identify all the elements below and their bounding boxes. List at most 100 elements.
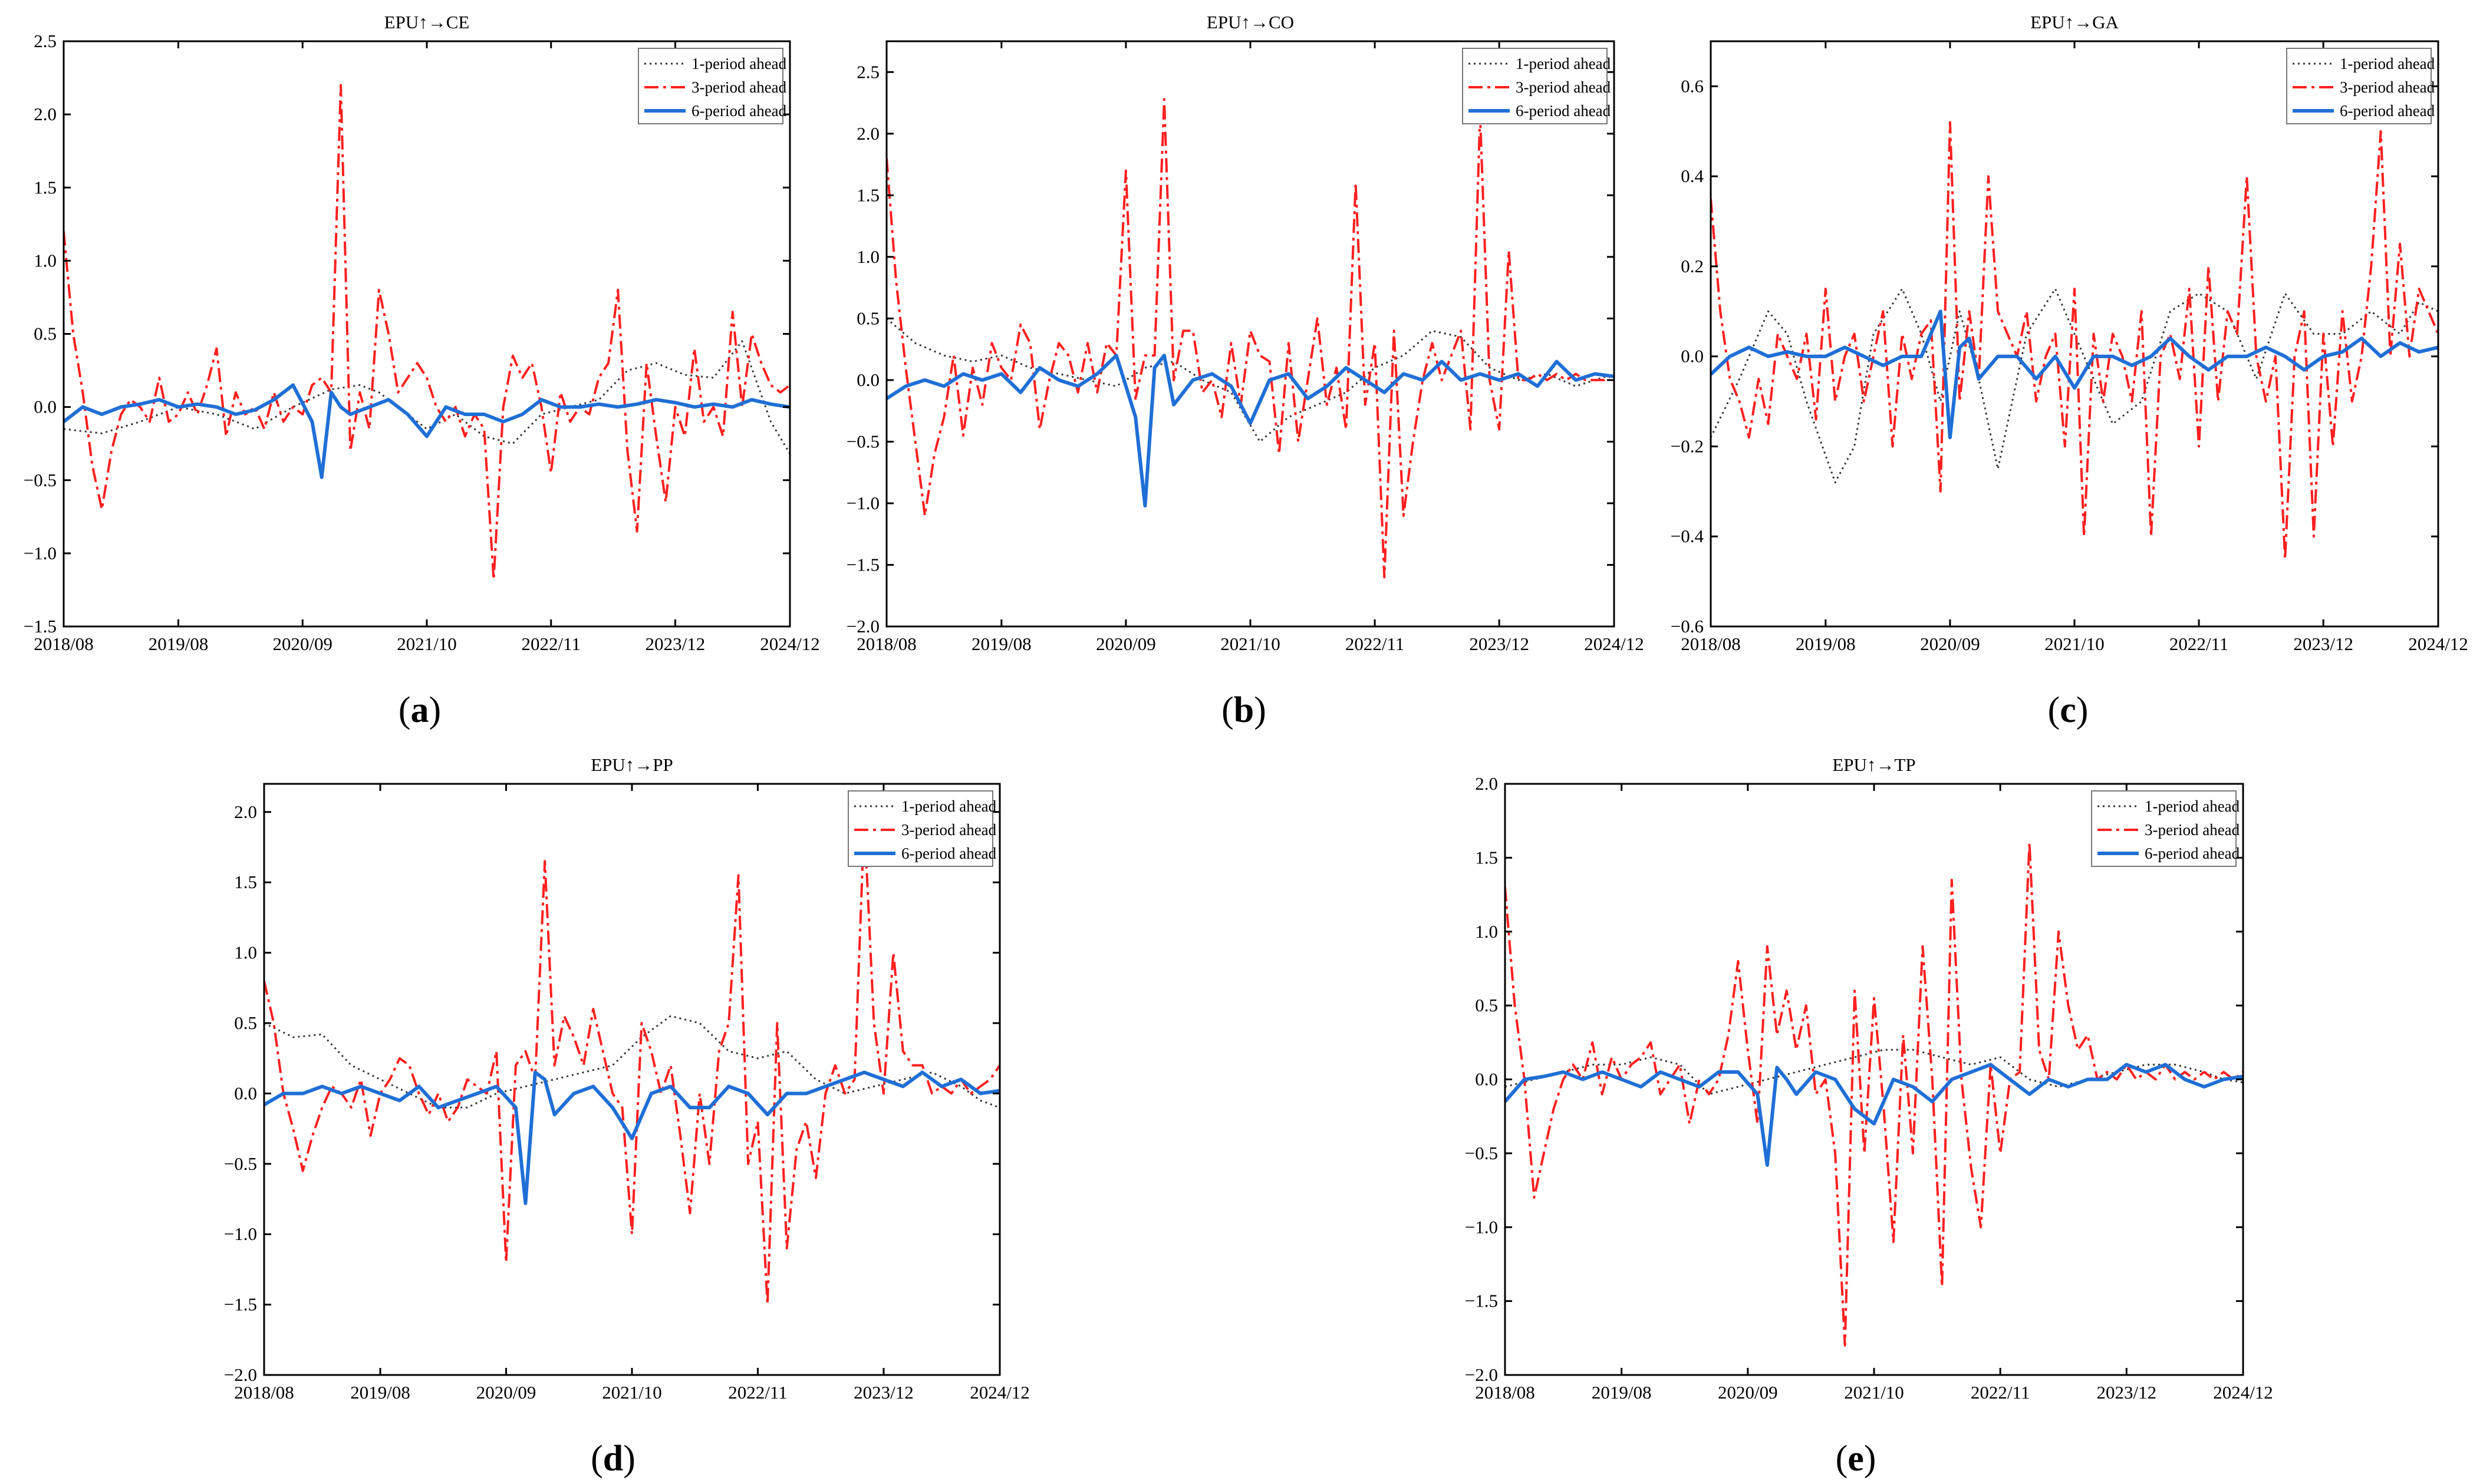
y-tick-label: 0.5 bbox=[857, 308, 880, 328]
x-tick-label: 2022/11 bbox=[2169, 634, 2228, 654]
y-tick-label: −1.0 bbox=[24, 543, 57, 563]
y-tick-label: 0.0 bbox=[857, 370, 880, 390]
legend-entry: 1-period ahead bbox=[2145, 797, 2240, 815]
x-tick-label: 2024/12 bbox=[2408, 634, 2468, 654]
x-tick-label: 2018/08 bbox=[857, 634, 917, 654]
series-line-dashdot bbox=[264, 817, 1000, 1306]
x-tick-label: 2023/12 bbox=[2293, 634, 2353, 654]
legend: 1-period ahead 3-period ahead 6-period ahe… bbox=[2091, 790, 2240, 867]
plot-frame bbox=[62, 40, 791, 628]
series-line-dashdot bbox=[887, 98, 1614, 579]
panel-caption: (a) bbox=[399, 690, 441, 730]
x-tick-label: 2023/12 bbox=[1469, 634, 1529, 654]
x-tick-label: 2024/12 bbox=[1584, 634, 1644, 654]
x-tick-label: 2021/10 bbox=[397, 634, 457, 654]
legend: 1-period ahead 3-period ahead 6-period ahe… bbox=[1462, 48, 1611, 124]
y-tick-label: 0.0 bbox=[1681, 346, 1704, 367]
series-line-dotted bbox=[1711, 288, 2438, 484]
y-tick-label: 0.0 bbox=[34, 397, 57, 417]
panel-caption: (b) bbox=[1221, 690, 1266, 730]
panel-letter: c bbox=[2060, 690, 2076, 730]
x-tick-label: 2021/10 bbox=[1844, 1382, 1904, 1403]
y-tick-label: −1.5 bbox=[847, 554, 880, 575]
y-tick-label: −0.5 bbox=[24, 470, 57, 490]
x-tick-label: 2019/08 bbox=[1592, 1382, 1652, 1403]
chart-panel-b: EPU↑→CO −2.0 −1.5 −1.0 −0.5 0.0 0.5 1.0 1.5 2.0 2.… bbox=[847, 12, 1644, 730]
x-tick-label: 2020/09 bbox=[272, 634, 332, 654]
legend-entry: 3-period ahead bbox=[2340, 78, 2435, 96]
plot-frame bbox=[1504, 783, 2244, 1376]
x-tick-label: 2022/11 bbox=[1345, 634, 1404, 654]
x-tick-label: 2019/08 bbox=[972, 634, 1032, 654]
y-tick-label: 0.0 bbox=[1475, 1069, 1498, 1090]
y-tick-label: 1.5 bbox=[1475, 847, 1498, 868]
y-tick-label: 2.0 bbox=[1475, 773, 1498, 794]
x-tick-label: 2020/09 bbox=[476, 1382, 536, 1403]
panel-letter: a bbox=[411, 690, 429, 730]
y-tick-label: 1.5 bbox=[34, 177, 57, 197]
x-tick-label: 2018/08 bbox=[1475, 1382, 1535, 1403]
y-tick-label: 2.5 bbox=[857, 61, 880, 82]
x-tick-label: 2021/10 bbox=[1220, 634, 1280, 654]
y-tick-label: −0.5 bbox=[224, 1153, 257, 1174]
y-tick-label: 1.0 bbox=[234, 942, 257, 963]
series-line-solid bbox=[1505, 1063, 2243, 1167]
y-tick-label: −1.5 bbox=[1465, 1291, 1498, 1311]
plot-frame bbox=[263, 783, 1001, 1376]
panel-letter: e bbox=[1848, 1439, 1864, 1479]
chart-title: EPU↑→TP bbox=[1832, 754, 1915, 775]
chart-panel-a: EPU↑→CE −1.5 −1.0 −0.5 0.0 0.5 1.0 1.5 2.0 2.5 201… bbox=[24, 12, 820, 730]
x-tick-label: 2024/12 bbox=[2213, 1382, 2273, 1403]
legend-entry: 6-period ahead bbox=[901, 845, 997, 862]
y-tick-label: 0.5 bbox=[34, 324, 57, 344]
y-tick-label: −2.0 bbox=[1465, 1364, 1498, 1385]
legend-entry: 1-period ahead bbox=[901, 797, 997, 815]
x-tick-label: 2022/11 bbox=[728, 1382, 787, 1403]
series-line-dashdot bbox=[64, 84, 790, 581]
series-line-solid bbox=[64, 383, 790, 479]
legend: 1-period ahead 3-period ahead 6-period ahe… bbox=[848, 790, 997, 867]
x-tick-label: 2020/09 bbox=[1920, 634, 1980, 654]
legend-entry: 1-period ahead bbox=[691, 55, 787, 72]
y-tick-label: 2.0 bbox=[857, 123, 880, 144]
y-tick-label: 0.4 bbox=[1681, 166, 1704, 186]
x-tick-label: 2023/12 bbox=[646, 634, 706, 654]
chart-panel-e: EPU↑→TP −2.0 −1.5 −1.0 −0.5 0.0 0.5 1.0 1.5 2.0 20… bbox=[1465, 754, 2273, 1479]
y-tick-label: 1.5 bbox=[857, 184, 880, 205]
y-tick-label: −0.4 bbox=[1671, 526, 1704, 546]
x-tick-label: 2021/10 bbox=[2044, 634, 2105, 654]
y-tick-label: 1.0 bbox=[1475, 921, 1498, 942]
series-line-dashdot bbox=[1711, 121, 2438, 560]
x-tick-label: 2020/09 bbox=[1096, 634, 1156, 654]
y-tick-label: −1.0 bbox=[224, 1224, 257, 1244]
y-tick-label: 0.6 bbox=[1681, 75, 1704, 96]
x-tick-label: 2024/12 bbox=[970, 1382, 1030, 1403]
panel-caption: (d) bbox=[591, 1439, 635, 1479]
y-tick-label: 2.0 bbox=[34, 104, 57, 124]
panel-letter: b bbox=[1234, 690, 1254, 730]
x-tick-label: 2023/12 bbox=[854, 1382, 914, 1403]
y-tick-label: 1.0 bbox=[34, 250, 57, 271]
chart-title: EPU↑→CE bbox=[384, 12, 470, 32]
x-tick-label: 2018/08 bbox=[234, 1382, 294, 1403]
y-tick-label: 2.0 bbox=[234, 802, 257, 822]
y-tick-label: −1.5 bbox=[24, 616, 57, 637]
series-line-solid bbox=[1711, 309, 2438, 440]
y-tick-label: −2.0 bbox=[847, 616, 880, 637]
chart-panel-c: EPU↑→GA −0.6 −0.4 −0.2 0.0 0.2 0.4 0.6 2018/08 20… bbox=[1671, 12, 2468, 730]
legend-entry: 1-period ahead bbox=[1516, 55, 1611, 72]
series-line-solid bbox=[264, 1070, 1000, 1205]
y-tick-label: −1.0 bbox=[1465, 1216, 1498, 1237]
y-tick-label: −0.5 bbox=[847, 431, 880, 451]
legend: 1-period ahead 3-period ahead 6-period ahe… bbox=[638, 48, 787, 124]
x-tick-label: 2019/08 bbox=[149, 634, 209, 654]
chart-title: EPU↑→GA bbox=[2030, 12, 2119, 32]
y-tick-label: −1.0 bbox=[847, 493, 880, 513]
y-tick-label: −0.5 bbox=[1465, 1143, 1498, 1163]
y-tick-label: 1.0 bbox=[857, 246, 880, 267]
legend-entry: 3-period ahead bbox=[1516, 78, 1611, 96]
series-line-dotted bbox=[264, 1015, 1000, 1109]
legend-entry: 6-period ahead bbox=[2340, 102, 2435, 120]
y-tick-label: 0.5 bbox=[1475, 995, 1498, 1015]
